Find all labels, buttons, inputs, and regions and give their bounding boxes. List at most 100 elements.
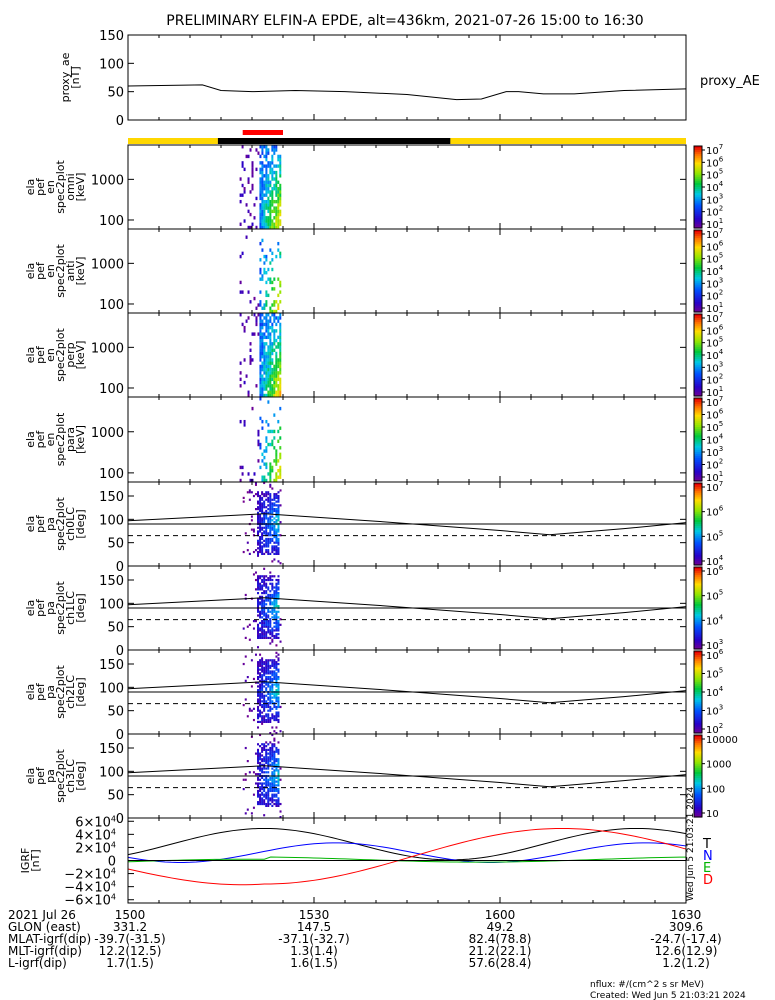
pitch-angle-cell — [254, 508, 257, 511]
flux-cell — [269, 390, 272, 394]
pitch-angle-cell — [263, 795, 266, 798]
pitch-angle-cell — [263, 793, 266, 796]
flux-cell — [263, 351, 266, 356]
pitch-angle-cell — [273, 536, 276, 539]
legend-e: E — [703, 861, 711, 876]
pitch-angle-cell — [265, 795, 268, 798]
pitch-angle-cell — [275, 793, 278, 796]
pitch-angle-cell — [277, 702, 280, 705]
flux-cell — [277, 459, 280, 463]
flux-cell — [271, 199, 274, 204]
y-axis-label-line: proxy_ae — [59, 52, 72, 102]
colorbar-segment — [694, 279, 702, 282]
footer-cell: 1.2(1.2) — [662, 956, 710, 970]
pitch-angle-cell — [275, 769, 278, 772]
colorbar-segment — [694, 571, 702, 574]
y-tick-label: 100 — [99, 765, 124, 780]
pitch-angle-cell — [261, 760, 264, 763]
flux-cell — [239, 478, 242, 483]
pitch-angle-cell — [257, 511, 260, 514]
pitch-angle-cell — [267, 797, 270, 800]
flux-cell — [275, 377, 278, 382]
flux-cell — [249, 348, 252, 352]
pitch-angle-cell — [257, 588, 260, 591]
y-tick-label: 1000 — [91, 173, 124, 188]
colorbar-segment — [694, 307, 702, 311]
pitch-angle-cell — [267, 636, 270, 639]
pitch-angle-cell — [261, 537, 264, 541]
flux-cell — [259, 367, 262, 372]
flux-cell — [257, 459, 260, 463]
flux-cell — [279, 329, 282, 333]
flux-cell — [273, 377, 276, 382]
colorbar-segment — [694, 221, 702, 225]
colorbar-tick-label: 107 — [706, 480, 723, 494]
colorbar-segment — [694, 305, 702, 309]
flux-cell — [265, 187, 268, 191]
pitch-angle-cell — [277, 789, 280, 793]
flux-cell — [265, 419, 268, 424]
pitch-angle-cell — [257, 584, 260, 587]
pitch-angle-cell — [265, 664, 268, 667]
flux-cell — [279, 290, 282, 294]
pitch-angle-cell — [271, 717, 274, 720]
flux-cell — [263, 377, 266, 382]
colorbar-segment — [694, 324, 702, 327]
flux-cell — [277, 306, 280, 310]
pitch-angle-cell — [263, 539, 266, 542]
footer-cell: 309.6 — [669, 920, 703, 934]
colorbar-tick-exponent: 3 — [719, 192, 723, 200]
flux-cell — [267, 329, 270, 333]
flux-cell — [279, 377, 282, 382]
flux-cell — [247, 180, 250, 184]
pitch-angle-cell — [261, 534, 264, 537]
colorbar-segment — [694, 579, 702, 582]
colorbar-segment — [694, 528, 702, 531]
pitch-angle-cell — [269, 681, 272, 684]
pitch-angle-cell — [275, 592, 278, 595]
pitch-angle-cell — [261, 519, 264, 522]
flux-cell — [271, 468, 274, 473]
pitch-angle-cell — [261, 627, 264, 630]
flux-cell — [253, 472, 256, 476]
created-note: Created: Wed Jun 5 21:03:21 2024 — [590, 991, 746, 1000]
pitch-angle-cell — [261, 715, 264, 718]
pitch-angle-cell — [254, 653, 257, 656]
pitch-angle-cell — [263, 717, 266, 720]
pitch-angle-cell — [277, 788, 280, 791]
flux-cell — [271, 177, 274, 181]
colorbar-segment — [694, 778, 702, 781]
colorbar-segment — [694, 271, 702, 274]
flux-cell — [275, 180, 278, 184]
pitch-angle-cell — [277, 552, 280, 555]
flux-cell — [263, 380, 266, 385]
pitch-angle-cell — [267, 702, 270, 705]
pitch-angle-cell — [277, 539, 280, 542]
pitch-angle-cell — [277, 802, 280, 806]
pitch-angle-cell — [265, 741, 268, 744]
flux-cell — [279, 316, 282, 320]
y-axis-label-line: [deg] — [74, 509, 87, 538]
flux-cell — [257, 303, 260, 307]
pitch-angle-cell — [277, 804, 280, 807]
pitch-angle-cell — [275, 627, 278, 630]
pitch-angle-cell — [269, 700, 272, 703]
pitch-angle-cell — [257, 494, 260, 498]
pitch-angle-cell — [271, 696, 274, 699]
pitch-angle-cell — [277, 653, 280, 656]
colorbar-segment — [694, 710, 702, 714]
y-axis-label-line: pef — [34, 177, 47, 196]
flux-cell — [263, 358, 266, 362]
pitch-angle-cell — [257, 521, 260, 524]
pitch-angle-cell — [267, 780, 270, 783]
pitch-angle-cell — [263, 704, 266, 707]
flux-cell — [273, 478, 276, 483]
flux-cell — [261, 161, 264, 165]
colorbar-segment — [694, 431, 702, 434]
pitch-angle-cell — [271, 659, 274, 662]
pitch-angle-cell — [275, 801, 278, 804]
colorbar-segment — [694, 178, 702, 182]
pitch-angle-cell — [261, 674, 264, 677]
flux-cell — [267, 345, 270, 349]
